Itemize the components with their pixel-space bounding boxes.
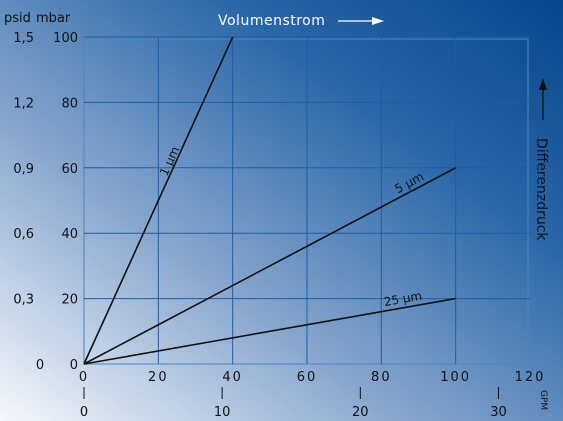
y-axis-label: Differenzdruck: [533, 138, 549, 241]
y-tick-label-psid: 1,5: [13, 31, 34, 46]
y-tick-label-mbar: 40: [61, 227, 78, 242]
y-tick-label-psid: 0,6: [13, 227, 34, 242]
y-tick-label-psid: 0: [36, 358, 44, 373]
x-tick-label: 100: [440, 370, 471, 385]
tick-labels: 02040608010012001020304050607000200,3400…: [13, 31, 546, 420]
x-tick-label: 40: [222, 370, 243, 385]
x-secondary-tick-label: 10: [214, 405, 231, 420]
x-secondary-tick-label: 30: [490, 405, 507, 420]
y-tick-label-psid: 1,2: [13, 96, 34, 111]
chart-title: Volumenstrom: [218, 13, 325, 29]
x-tick-label: 120: [515, 370, 546, 385]
x-secondary-tick-label: 20: [352, 405, 369, 420]
y-tick-label-mbar: 80: [61, 96, 78, 111]
x-tick-label: 20: [148, 370, 169, 385]
series-line: [83, 297, 456, 365]
series-line: [83, 36, 234, 365]
title-arrow-icon: [338, 17, 384, 25]
y-unit-mbar: mbar: [36, 11, 71, 26]
y-tick-label-mbar: 0: [70, 358, 78, 373]
y-tick-label-psid: 0,3: [13, 293, 34, 308]
y-tick-label-mbar: 20: [61, 293, 78, 308]
x-tick-label: 0: [79, 370, 89, 385]
series-label: 25 µm: [383, 289, 423, 309]
y-tick-label-mbar: 60: [61, 162, 78, 177]
series-line: [83, 167, 457, 365]
x-tick-label: 80: [371, 370, 392, 385]
y-tick-label-mbar: 100: [53, 31, 78, 46]
x-secondary-tick-label: 0: [80, 405, 88, 420]
gpm-unit-label: GPM: [538, 390, 548, 410]
y-arrow-icon: [539, 78, 547, 120]
y-unit-psid: psid: [4, 11, 31, 26]
y-tick-label-psid: 0,9: [13, 162, 34, 177]
x-tick-label: 60: [297, 370, 318, 385]
plot-frame: [83, 38, 529, 365]
